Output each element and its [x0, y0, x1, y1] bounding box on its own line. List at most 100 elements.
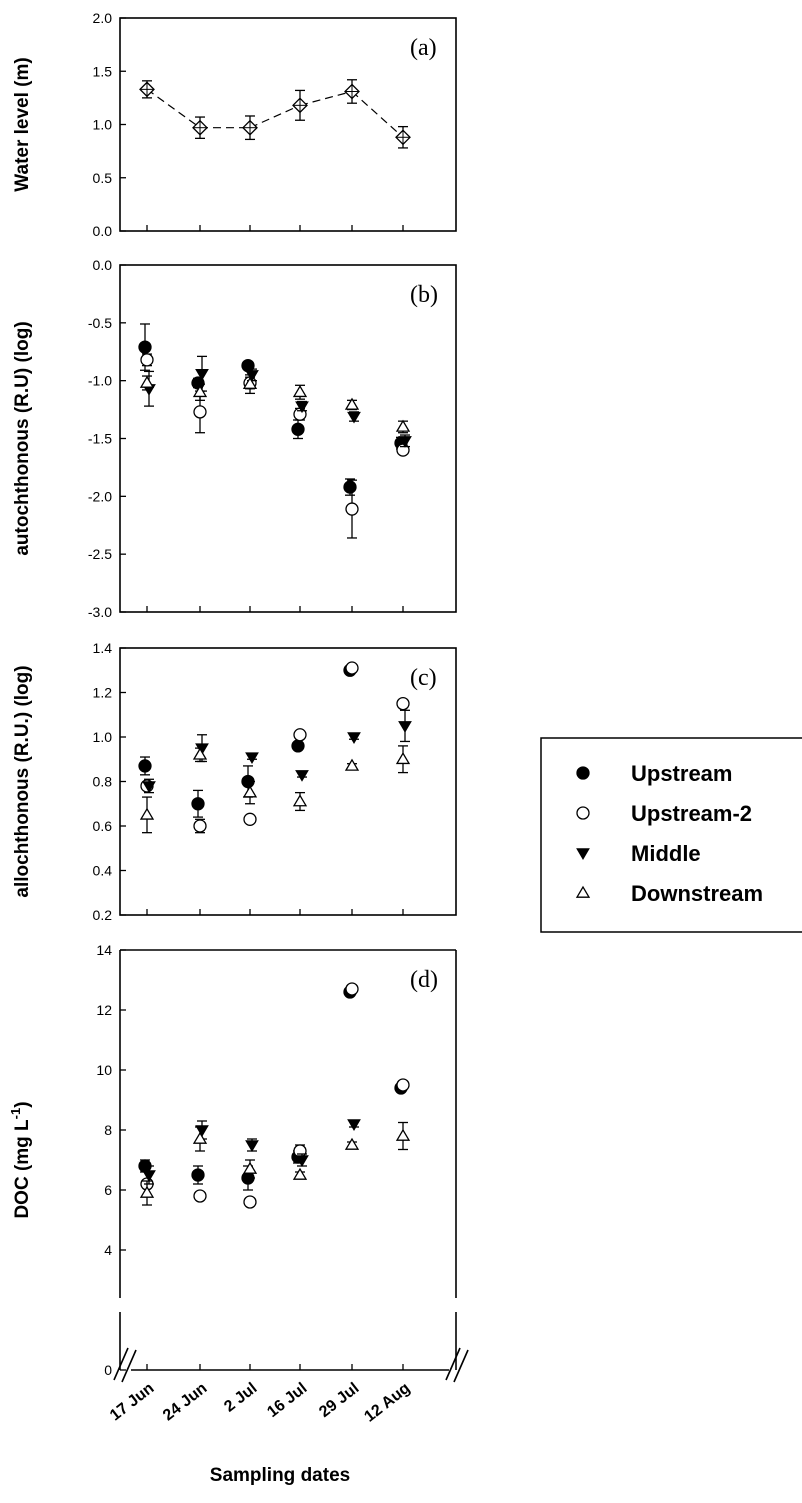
legend-label: Upstream: [631, 761, 732, 786]
data-point: [344, 397, 360, 410]
series-upstream-2: [140, 353, 410, 539]
data-point: [344, 1137, 360, 1150]
series-line: [249, 104, 301, 129]
y-tick-label: 4: [104, 1242, 112, 1258]
plot-frame: [119, 647, 457, 916]
data-point: [245, 752, 259, 765]
chart-panel-4: 0 4 6 8 10 12 14 DOC (mg L-1) (d) 17 Jun 24 Jun 2 J…: [8, 942, 469, 1426]
plot-frame: [119, 17, 457, 232]
data-point: [192, 119, 208, 136]
chart-panel-1: 0.0 0.5 1.0 1.5 2.0 Water level (m) (a): [12, 10, 457, 239]
y-tick-label: 1.2: [93, 685, 113, 701]
data-point: [242, 376, 258, 389]
x-tick-label: 16 Jul: [264, 1380, 310, 1421]
y-axis-title: autochthonous (R.U) (log): [12, 321, 33, 555]
data-point: [292, 97, 308, 114]
data-point: [242, 119, 258, 136]
data-point: [343, 480, 357, 494]
y-tick-label: 0.4: [93, 863, 113, 879]
y-tick-label: -3.0: [88, 604, 112, 620]
series-line: [351, 91, 404, 138]
data-point: [139, 1185, 155, 1198]
data-point: [398, 721, 412, 733]
data-point: [293, 407, 307, 421]
series-downstream: [139, 745, 411, 834]
y-tick-label: -2.5: [88, 546, 112, 562]
y-tick-label: -1.0: [88, 373, 112, 389]
panel-label: (a): [410, 35, 437, 61]
data-point: [243, 1195, 257, 1209]
y-axis-title: DOC (mg L-1): [8, 1101, 33, 1218]
data-point: [396, 1078, 410, 1092]
y-tick-label: 0.0: [93, 257, 113, 273]
data-point: [295, 770, 309, 782]
x-axis-title: Sampling dates: [210, 1465, 350, 1486]
panel-label: (c): [410, 665, 437, 691]
y-tick-label: 2.0: [93, 10, 113, 26]
series-downstream: [139, 1121, 411, 1206]
data-point: [142, 1170, 156, 1182]
data-point: [139, 375, 155, 388]
data-point: [245, 370, 259, 382]
data-point: [242, 1161, 258, 1174]
y-tick-label: 1.5: [93, 63, 113, 79]
data-point: [191, 797, 205, 811]
legend-label: Upstream-2: [631, 801, 752, 826]
data-point: [292, 1167, 308, 1180]
y-tick-label: 0.5: [93, 170, 113, 186]
y-tick-label: 0: [104, 1362, 112, 1378]
legend-item: Upstream-2: [576, 801, 752, 826]
y-tick-label: 6: [104, 1182, 112, 1198]
x-tick-label: 12 Aug: [361, 1380, 413, 1426]
y-axis-title: Water level (m): [12, 57, 33, 191]
chart-panel-3: 0.2 0.4 0.6 0.8 1.0 1.2 1.4 allochthonous (R.U.…: [12, 640, 457, 923]
series-upstream-2: [140, 982, 410, 1209]
y-tick-label: 0.0: [93, 223, 113, 239]
x-tick-label: 29 Jul: [316, 1380, 362, 1421]
data-point: [292, 384, 308, 398]
chart-panel-2: -3.0 -2.5 -2.0 -1.5 -1.0 -0.5 0.0 autochthonous…: [12, 257, 457, 620]
series-upstream: [138, 985, 408, 1191]
series-upstream-2: [140, 661, 410, 834]
data-point: [396, 443, 410, 457]
legend-label: Middle: [631, 841, 701, 866]
legend-marker: [575, 885, 591, 898]
data-point: [395, 751, 411, 765]
data-point: [293, 728, 307, 742]
series-line: [299, 90, 353, 106]
y-tick-label: 14: [96, 942, 112, 958]
data-point: [193, 1189, 207, 1203]
x-tick-label: 17 Jun: [107, 1380, 157, 1425]
series-water-level: [139, 79, 411, 149]
data-point: [195, 369, 209, 381]
data-point: [138, 759, 152, 773]
y-tick-label: -1.5: [88, 431, 112, 447]
data-point: [347, 732, 361, 744]
legend-marker: [576, 806, 590, 820]
legend-marker: [576, 848, 590, 860]
data-point: [345, 502, 359, 516]
series-downstream: [139, 374, 411, 434]
data-point: [347, 1119, 361, 1131]
legend-item: Upstream: [576, 761, 732, 786]
plot-frame: [113, 949, 469, 1383]
x-tick-label: 24 Jun: [160, 1380, 210, 1425]
data-point: [395, 419, 411, 432]
data-point: [195, 1125, 209, 1137]
panel-label: (d): [410, 967, 438, 993]
series-upstream: [138, 323, 408, 496]
data-point: [138, 340, 152, 354]
y-tick-label: -2.0: [88, 488, 112, 504]
data-point: [295, 1155, 309, 1167]
y-tick-label: 12: [96, 1002, 112, 1018]
data-point: [245, 1140, 259, 1152]
legend-item: Middle: [576, 841, 701, 866]
data-point: [192, 384, 208, 398]
data-point: [140, 353, 154, 367]
data-point: [344, 83, 360, 100]
x-tick-label: 2 Jul: [221, 1380, 260, 1416]
y-tick-label: 1.0: [93, 729, 113, 745]
y-tick-label: 0.2: [93, 907, 113, 923]
legend-item: Downstream: [575, 881, 763, 906]
panel-label: (b): [410, 282, 438, 308]
